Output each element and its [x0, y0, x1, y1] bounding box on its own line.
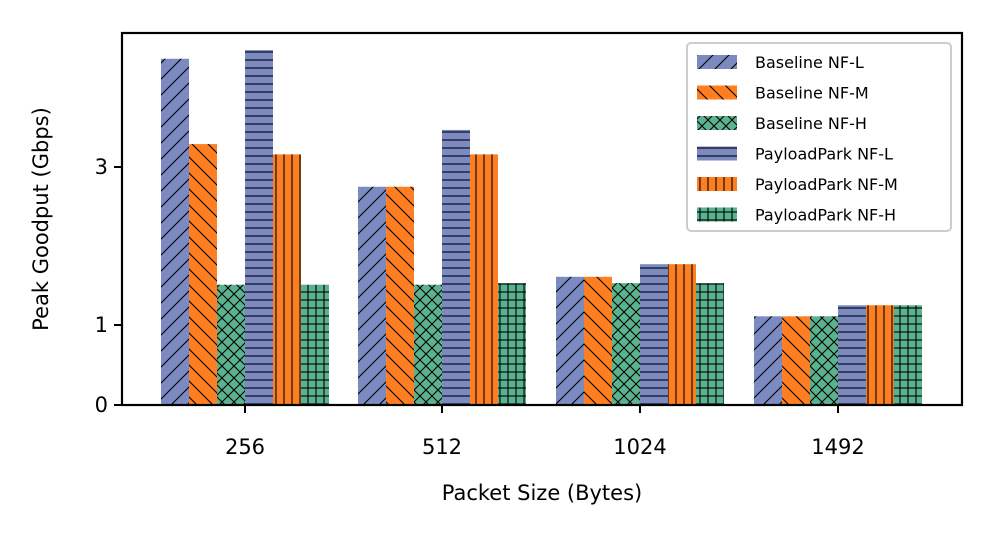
bar-baseline-nf-h-512: [414, 284, 442, 405]
bar-baseline-nf-m-1024: [584, 276, 612, 405]
legend-swatch: [697, 177, 737, 191]
legend-swatch: [697, 85, 737, 100]
x-tick-label: 512: [422, 435, 462, 459]
legend-label: Baseline NF-M: [755, 84, 869, 103]
plot-frame: [120, 31, 964, 407]
bar-baseline-nf-l-512: [358, 186, 386, 405]
x-tick-label: 256: [225, 435, 265, 459]
legend-label: Baseline NF-H: [755, 114, 867, 133]
bar-payloadpark-nf-h-512: [498, 283, 526, 405]
bar-baseline-nf-h-256: [217, 284, 245, 405]
legend-swatch: [697, 146, 737, 161]
legend-label: PayloadPark NF-L: [755, 145, 893, 164]
x-tick-label: 1024: [613, 435, 666, 459]
bar-payloadpark-nf-m-512: [470, 154, 498, 405]
bar-payloadpark-nf-l-512: [442, 129, 470, 405]
bar-baseline-nf-l-1024: [556, 276, 584, 405]
legend-swatch: [697, 116, 737, 130]
y-tick-label: 1: [95, 313, 108, 337]
bar-payloadpark-nf-m-256: [273, 154, 301, 405]
y-tick-label: 3: [95, 155, 108, 179]
bar-baseline-nf-h-1492: [810, 316, 838, 405]
legend-label: PayloadPark NF-H: [755, 206, 896, 225]
legend-label: PayloadPark NF-M: [755, 175, 898, 194]
bars: [161, 50, 922, 406]
bar-baseline-nf-l-256: [161, 58, 189, 406]
legend-swatch: [697, 207, 737, 222]
legend: Baseline NF-L Baseline NF-M Baseline NF-H P…: [686, 42, 952, 232]
bar-baseline-nf-m-256: [189, 144, 217, 405]
bar-payloadpark-nf-l-1492: [838, 305, 866, 405]
bar-baseline-nf-l-1492: [754, 316, 782, 405]
x-axis-label: Packet Size (Bytes): [442, 481, 642, 505]
y-tick-label: 0: [95, 393, 108, 417]
legend-swatch: [697, 55, 737, 69]
bar-payloadpark-nf-l-1024: [640, 264, 668, 405]
bar-payloadpark-nf-h-1492: [894, 305, 922, 405]
bar-baseline-nf-m-512: [386, 186, 414, 405]
bar-payloadpark-nf-h-256: [301, 284, 329, 405]
bar-payloadpark-nf-m-1492: [866, 305, 894, 405]
x-tick-label: 1492: [811, 435, 864, 459]
bar-payloadpark-nf-h-1024: [696, 283, 724, 405]
bar-payloadpark-nf-m-1024: [668, 264, 696, 405]
bar-baseline-nf-h-1024: [612, 283, 640, 405]
y-axis-ticks: 0 1 3: [95, 155, 122, 417]
x-axis-ticks: 256 512 1024 1492: [225, 405, 865, 459]
legend-box: [686, 42, 952, 232]
bar-baseline-nf-m-1492: [782, 316, 810, 405]
bar-payloadpark-nf-l-256: [245, 50, 273, 406]
legend-label: Baseline NF-L: [755, 53, 864, 72]
y-axis-label: Peak Goodput (Gbps): [29, 107, 53, 331]
